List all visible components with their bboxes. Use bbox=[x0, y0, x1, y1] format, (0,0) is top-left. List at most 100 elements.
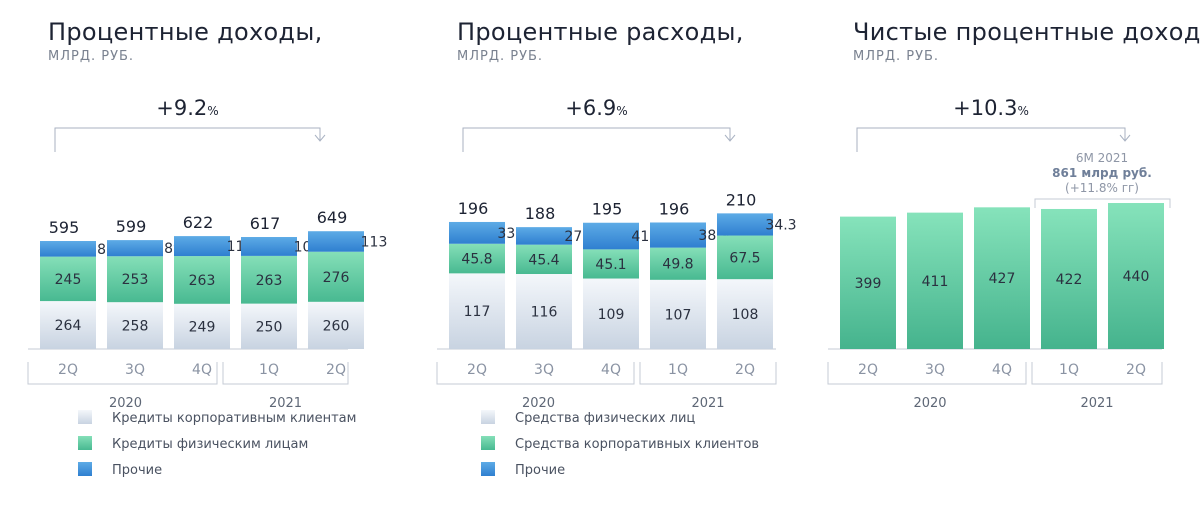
bar-value-label: 411 bbox=[922, 274, 949, 290]
growth-arrow-icon bbox=[314, 134, 326, 142]
growth-arrow-icon bbox=[724, 134, 736, 142]
chart-panel-3: Чистые процентные доходы, МЛРД. РУБ. +10.3… bbox=[827, 18, 1200, 411]
bar bbox=[840, 216, 896, 349]
bar-segment bbox=[516, 227, 572, 245]
segment-label: 45.4 bbox=[528, 252, 559, 268]
chart-title: Процентные расходы, bbox=[457, 18, 744, 46]
x-tick-label: 3Q bbox=[534, 362, 554, 378]
segment-label: 45.8 bbox=[461, 252, 492, 268]
x-tick-label: 4Q bbox=[992, 362, 1012, 378]
bar-total: 595 bbox=[49, 218, 80, 237]
legend-label: Прочие bbox=[112, 463, 162, 478]
annotation-period: 6М 2021 bbox=[1076, 151, 1128, 165]
bar-total: 599 bbox=[116, 217, 147, 236]
bar-segment bbox=[40, 301, 96, 349]
chart-panel-2: Процентные расходы, МЛРД. РУБ. +6.9% 117 45.… bbox=[436, 18, 797, 478]
year-label: 2020 bbox=[913, 396, 946, 411]
growth-value: +9.2% bbox=[156, 96, 218, 120]
year-label: 2021 bbox=[269, 396, 302, 411]
bar-segment bbox=[650, 247, 706, 280]
bar bbox=[907, 212, 963, 349]
x-tick-label: 4Q bbox=[192, 362, 212, 378]
bar-segment bbox=[174, 256, 230, 304]
growth-value: +10.3% bbox=[953, 96, 1029, 120]
bar-segment bbox=[40, 241, 96, 257]
segment-label: 264 bbox=[55, 318, 82, 334]
x-tick-label: 3Q bbox=[125, 362, 145, 378]
x-tick-label: 3Q bbox=[925, 362, 945, 378]
legend-swatch bbox=[78, 462, 92, 476]
growth-value: +6.9% bbox=[565, 96, 627, 120]
bar-segment bbox=[107, 240, 163, 257]
legend-label: Кредиты корпоративным клиентам bbox=[112, 411, 356, 426]
segment-label: 107 bbox=[665, 307, 692, 323]
segment-label: 249 bbox=[189, 319, 216, 335]
growth-percent-sign: % bbox=[616, 104, 627, 118]
bar-value-label: 399 bbox=[855, 276, 882, 292]
bar-segment bbox=[516, 274, 572, 349]
bar-segment bbox=[308, 251, 364, 302]
legend-swatch bbox=[78, 436, 92, 450]
legend-swatch bbox=[481, 436, 495, 450]
x-tick-label: 1Q bbox=[259, 362, 279, 378]
x-tick-label: 2Q bbox=[735, 362, 755, 378]
segment-label: 258 bbox=[122, 319, 149, 335]
bar-segment bbox=[650, 279, 706, 349]
growth-bracket bbox=[856, 127, 1126, 152]
bar-segment bbox=[583, 222, 639, 250]
segment-label: 113 bbox=[361, 234, 388, 250]
growth-bracket bbox=[54, 127, 321, 152]
segment-label: 263 bbox=[256, 273, 283, 289]
growth-bracket bbox=[462, 127, 731, 152]
year-label: 2020 bbox=[522, 396, 555, 411]
legend-label: Средства корпоративных клиентов bbox=[515, 437, 759, 452]
segment-label: 260 bbox=[323, 318, 350, 334]
chart-unit: МЛРД. РУБ. bbox=[853, 49, 939, 64]
annotation-value: 861 млрд руб. bbox=[1052, 166, 1152, 180]
growth-arrow-icon bbox=[1119, 134, 1131, 142]
segment-label: 263 bbox=[189, 273, 216, 289]
bar-total: 622 bbox=[183, 213, 214, 232]
bar-segment bbox=[449, 273, 505, 349]
x-tick-label: 2Q bbox=[58, 362, 78, 378]
bar-segment bbox=[449, 243, 505, 274]
x-tick-label: 1Q bbox=[668, 362, 688, 378]
x-tick-label: 2Q bbox=[858, 362, 878, 378]
year-bracket-2021 bbox=[639, 362, 777, 385]
segment-label: 67.5 bbox=[729, 250, 760, 266]
bar-segment bbox=[717, 279, 773, 349]
bar-segment bbox=[449, 221, 505, 244]
bar-segment bbox=[40, 256, 96, 302]
x-tick-label: 2Q bbox=[1126, 362, 1146, 378]
bar-segment bbox=[174, 303, 230, 349]
bar-value-label: 427 bbox=[989, 271, 1016, 287]
bar-total: 195 bbox=[592, 200, 623, 219]
bar-total: 210 bbox=[726, 190, 757, 209]
segment-label: 250 bbox=[256, 319, 283, 335]
annotation-bracket bbox=[1034, 198, 1171, 208]
legend-swatch bbox=[481, 410, 495, 424]
year-label: 2021 bbox=[1080, 396, 1113, 411]
bar bbox=[1041, 208, 1097, 349]
segment-label: 117 bbox=[464, 304, 491, 320]
segment-label: 276 bbox=[323, 270, 350, 286]
year-label: 2021 bbox=[691, 396, 724, 411]
year-bracket-2021 bbox=[222, 362, 349, 385]
segment-label: 253 bbox=[122, 272, 149, 288]
x-tick-label: 2Q bbox=[467, 362, 487, 378]
segment-label: 45.1 bbox=[595, 257, 626, 273]
bar-segment bbox=[583, 249, 639, 279]
year-label: 2020 bbox=[109, 396, 142, 411]
bar-total: 188 bbox=[525, 204, 556, 223]
growth-number: +9.2 bbox=[156, 96, 207, 120]
growth-percent-sign: % bbox=[207, 104, 218, 118]
bar-segment bbox=[241, 237, 297, 256]
bar-total: 196 bbox=[659, 199, 690, 218]
bar-segment bbox=[241, 255, 297, 304]
year-bracket-2020 bbox=[827, 362, 1027, 385]
year-bracket-2020 bbox=[27, 362, 218, 385]
segment-label: 245 bbox=[55, 272, 82, 288]
bar bbox=[974, 207, 1030, 349]
bar-segment bbox=[308, 231, 364, 252]
